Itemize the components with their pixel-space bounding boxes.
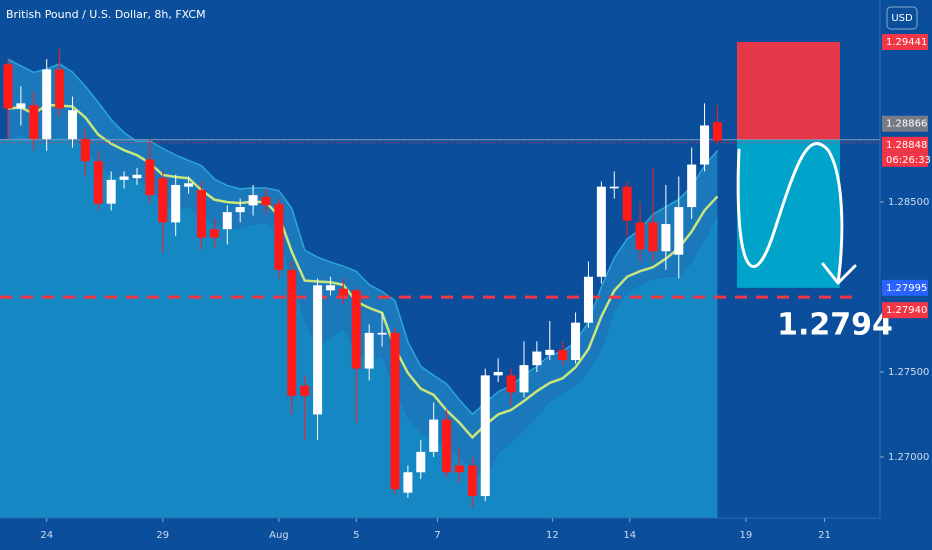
candle-body	[287, 269, 297, 396]
candle-body	[635, 222, 645, 250]
stop-label: 1.29441	[886, 37, 927, 48]
candle-body	[648, 222, 658, 252]
candle-body	[377, 332, 387, 335]
candle-body	[687, 164, 697, 208]
x-tick-label: 5	[353, 530, 359, 541]
candle-body	[403, 472, 413, 493]
current-price-label: 1.28848	[886, 140, 927, 151]
x-tick-label: 14	[623, 530, 636, 541]
candle-body	[196, 190, 206, 238]
x-tick-label: 24	[40, 530, 53, 541]
level-axis-label-box	[882, 302, 928, 319]
candle-body	[55, 69, 65, 109]
countdown-box	[882, 152, 928, 167]
x-tick-label: 19	[739, 530, 752, 541]
candle-body	[351, 290, 361, 369]
target-label: 1.27995	[886, 283, 927, 294]
candle-body	[390, 332, 400, 490]
y-tick-label: 1.28500	[888, 197, 929, 208]
candle-body	[467, 465, 477, 497]
candle-body	[171, 184, 181, 223]
x-tick-label: Aug	[269, 530, 289, 541]
currency-label: USD	[891, 13, 913, 24]
candle-body	[338, 288, 348, 296]
candle-body	[416, 451, 426, 473]
candle-body	[442, 419, 452, 473]
candle-body	[532, 351, 542, 366]
candle-body	[506, 375, 516, 393]
candle-body	[712, 122, 722, 141]
candle-body	[493, 371, 503, 376]
countdown-label: 06:26:33	[886, 155, 931, 166]
x-tick-label: 29	[156, 530, 169, 541]
target-label-box	[882, 279, 928, 296]
candle-body	[132, 174, 142, 179]
candle-body	[209, 229, 219, 238]
candle-body	[248, 195, 258, 206]
candle-body	[67, 110, 77, 140]
chart-title: British Pound / U.S. Dollar, 8h, FXCM	[6, 8, 206, 21]
envelope-upper	[7, 58, 719, 416]
candle-body	[145, 159, 155, 196]
currency-button[interactable]	[886, 6, 918, 30]
x-tick-label: 21	[818, 530, 831, 541]
candle-body	[119, 176, 129, 180]
candle-body	[93, 161, 103, 204]
candle-body	[325, 285, 335, 291]
candle-body	[261, 196, 271, 206]
x-tick-label: 12	[546, 530, 559, 541]
current-price-label-box	[882, 136, 928, 153]
candle-body	[222, 212, 232, 230]
level-text: 1.2794	[777, 308, 893, 343]
moving-average	[7, 103, 719, 440]
candle-body	[545, 349, 555, 355]
candle-body	[29, 105, 39, 140]
stop-zone	[737, 41, 840, 140]
candle-body	[558, 349, 568, 361]
lower-area	[0, 135, 718, 518]
stop-label-box	[882, 33, 928, 50]
candle-body	[42, 69, 52, 140]
candle-body	[700, 125, 710, 165]
entry-label: 1.28866	[886, 119, 927, 130]
candle-body	[184, 183, 194, 187]
candle-body	[454, 465, 464, 473]
candle-body	[235, 207, 245, 213]
candle-body	[106, 179, 116, 204]
candle-body	[158, 178, 168, 223]
candle-body	[596, 186, 606, 277]
candle-body	[583, 276, 593, 323]
candle-body	[661, 224, 671, 252]
candle-body	[16, 103, 26, 109]
candle-body	[80, 139, 90, 162]
y-tick-label: 1.27500	[888, 367, 929, 378]
candle-body	[300, 385, 310, 396]
hand-drawn-arrow	[736, 142, 857, 285]
y-tick-label: 1.27000	[888, 452, 929, 463]
candle-body	[609, 186, 619, 189]
entry-label-box	[882, 115, 928, 132]
x-tick-label: 7	[434, 530, 440, 541]
envelope-band	[7, 59, 718, 478]
candle-body	[571, 322, 581, 361]
candle-body	[622, 186, 632, 221]
candle-body	[364, 332, 374, 369]
candle-body	[674, 207, 684, 255]
candle-body	[429, 419, 439, 452]
candle-body	[3, 64, 13, 109]
candle-body	[519, 365, 529, 393]
candle-body	[274, 203, 284, 270]
level-axis-label: 1.27940	[886, 305, 927, 316]
candle-body	[480, 375, 490, 497]
candle-body	[313, 285, 323, 415]
